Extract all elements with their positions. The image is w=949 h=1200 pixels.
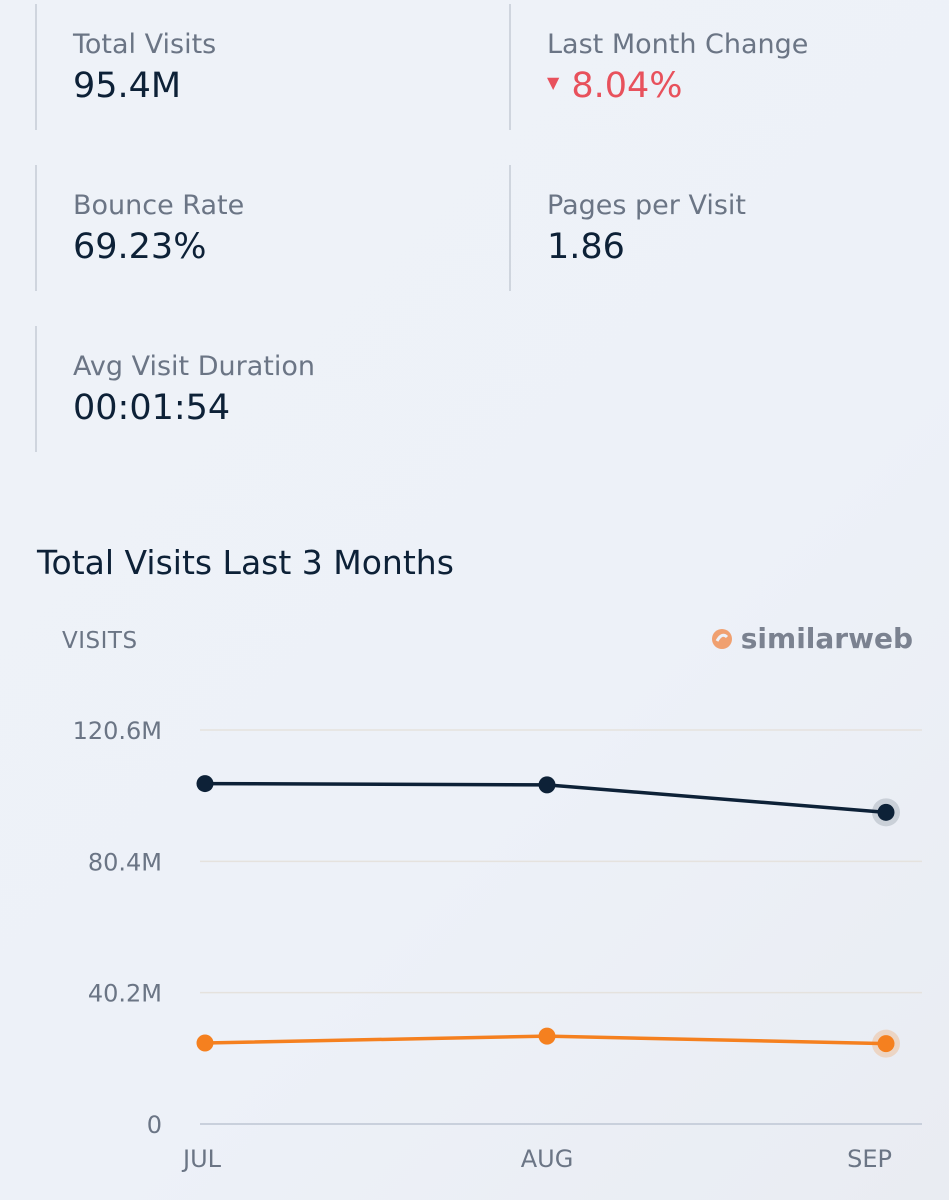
x-tick-label: AUG <box>521 1145 574 1173</box>
metric-value: 69.23% <box>73 227 207 267</box>
metric-pages-per-visit: Pages per Visit 1.86 <box>509 165 939 291</box>
chart-series <box>196 775 900 1058</box>
data-point[interactable] <box>877 803 895 821</box>
data-point[interactable] <box>196 775 214 793</box>
chart-title: Total Visits Last 3 Months <box>37 543 454 582</box>
data-point[interactable] <box>538 1027 556 1045</box>
y-tick-label: 40.2M <box>88 980 162 1008</box>
triangle-down-icon: ▼ <box>547 73 560 92</box>
y-tick-label: 0 <box>147 1111 162 1139</box>
metric-label: Total Visits <box>73 29 217 60</box>
chart-grid <box>200 729 922 1125</box>
metric-bounce-rate: Bounce Rate 69.23% <box>35 165 465 291</box>
metric-avg-visit-duration: Avg Visit Duration 00:01:54 <box>35 326 465 452</box>
metric-value: 00:01:54 <box>73 388 231 428</box>
metric-label: Bounce Rate <box>73 190 245 221</box>
series-2 <box>196 1027 900 1058</box>
y-tick-label: 80.4M <box>88 848 162 876</box>
metric-label: Avg Visit Duration <box>73 351 315 382</box>
metric-value: ▼ 8.04% <box>547 66 939 107</box>
data-point[interactable] <box>196 1034 214 1052</box>
data-point[interactable] <box>877 1035 895 1053</box>
series-1 <box>196 775 900 827</box>
change-percent: 8.04% <box>571 66 683 106</box>
brand-name: similarweb <box>740 622 913 655</box>
metric-last-month-change: Last Month Change ▼ 8.04% <box>509 4 939 130</box>
y-tick-label: 120.6M <box>73 717 162 745</box>
brand-logo: similarweb <box>711 622 913 655</box>
x-axis-ticks: JUL AUG SEP <box>181 1145 892 1173</box>
x-tick-label: JUL <box>181 1145 222 1173</box>
y-axis-ticks: 0 40.2M 80.4M 120.6M <box>73 717 162 1139</box>
metric-label: Pages per Visit <box>547 190 746 221</box>
data-point[interactable] <box>538 776 556 794</box>
line-chart: 0 40.2M 80.4M 120.6M JUL AUG SEP <box>73 717 922 1173</box>
metric-value: 95.4M <box>73 66 182 106</box>
metric-value: 1.86 <box>547 227 625 267</box>
similarweb-logo-icon <box>711 628 732 649</box>
y-axis-label: VISITS <box>62 628 138 654</box>
metric-total-visits: Total Visits 95.4M <box>35 4 465 130</box>
metric-label: Last Month Change <box>547 29 809 60</box>
x-tick-label: SEP <box>847 1145 892 1173</box>
